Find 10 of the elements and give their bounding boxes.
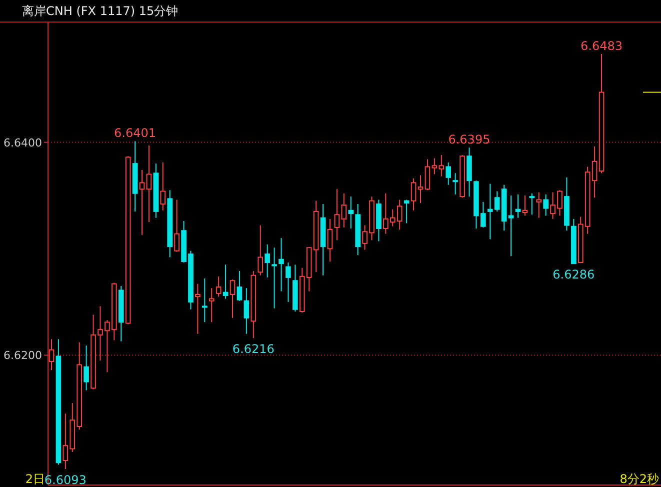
annotation: 6.6401	[114, 126, 156, 140]
ytick: 6.6400	[4, 136, 42, 150]
annotation: 6.6286	[552, 268, 595, 282]
annotation: 6.6216	[232, 342, 274, 356]
title: 离岸CNH (FX 1117) 15分钟	[22, 4, 178, 18]
ytick: 6.6200	[4, 349, 42, 362]
annotation: 8分2秒	[620, 472, 659, 486]
annotation: 6.6483	[580, 38, 623, 53]
annotation: 6.6395	[448, 132, 490, 147]
annotation: 2日	[25, 472, 45, 486]
